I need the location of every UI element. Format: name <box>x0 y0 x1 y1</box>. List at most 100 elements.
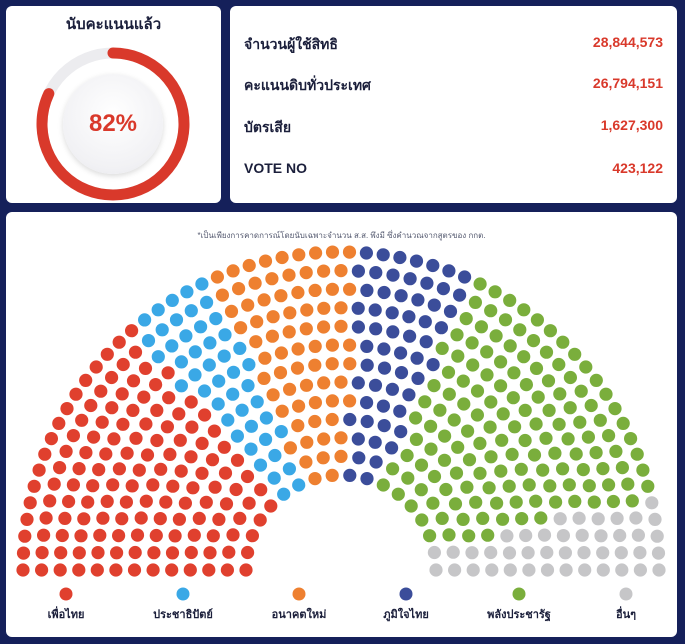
seat-dot-party-4 <box>569 447 583 461</box>
seat-dot-party-4 <box>582 479 596 493</box>
seat-dot-party-4 <box>596 462 610 476</box>
seat-dot-party-4 <box>531 390 545 404</box>
seat-dot-party-2 <box>232 282 246 296</box>
seat-dot-party-4 <box>630 447 644 461</box>
seat-dot-party-0 <box>217 440 231 454</box>
seat-dot-party-1 <box>218 328 232 342</box>
seat-dot-party-4 <box>481 528 495 542</box>
seat-dot-party-2 <box>215 288 229 302</box>
seat-dot-party-4 <box>561 432 575 446</box>
seat-dot-party-2 <box>317 432 331 446</box>
seat-dot-party-1 <box>151 350 165 364</box>
seat-dot-party-4 <box>482 481 496 495</box>
seat-dot-party-2 <box>309 246 323 260</box>
seat-dot-party-2 <box>292 399 306 413</box>
stat-row-invalid-ballots: บัตรเสีย 1,627,300 <box>244 117 663 141</box>
seat-dot-party-0 <box>91 546 105 560</box>
progress-arc <box>36 47 190 201</box>
seat-dot-party-2 <box>334 301 348 315</box>
seat-dot-party-0 <box>129 431 143 445</box>
seat-dot-party-0 <box>79 373 93 387</box>
progress-percent: 82% <box>88 110 138 137</box>
seat-dot-party-3 <box>393 250 407 265</box>
seat-dot-party-1 <box>268 448 282 463</box>
seat-dot-party-0 <box>172 407 186 421</box>
seat-dot-party-4 <box>539 431 553 445</box>
seat-dot-party-4 <box>433 403 447 417</box>
seat-dot-party-0 <box>16 546 31 560</box>
stat-label: VOTE NO <box>244 160 308 176</box>
seat-dot-party-4 <box>435 341 449 355</box>
seat-dot-party-0 <box>187 528 201 542</box>
seat-dot-party-0 <box>110 546 124 560</box>
seat-dot-party-4 <box>490 496 504 510</box>
stat-value: 28,844,573 <box>592 34 663 50</box>
seat-dot-party-0 <box>92 463 106 477</box>
seat-dot-party-2 <box>210 270 224 284</box>
seat-dot-party-4 <box>518 403 532 417</box>
seat-dot-party-3 <box>360 414 374 429</box>
seat-dot-party-2 <box>343 282 357 296</box>
seat-dot-party-0 <box>149 378 163 392</box>
seat-dot-party-0 <box>109 563 123 577</box>
seat-dot-party-0 <box>72 462 86 476</box>
stat-value: 26,794,151 <box>592 75 663 91</box>
seat-dot-party-5 <box>503 563 517 577</box>
seat-dot-party-0 <box>47 477 61 491</box>
seat-dot-party-3 <box>369 322 383 336</box>
seat-dot-party-4 <box>438 429 452 443</box>
seat-dot-party-0 <box>39 511 53 525</box>
counting-progress-card: นับคะแนนแล้ว 82% <box>6 6 221 203</box>
seat-dot-party-0 <box>99 447 113 461</box>
seat-dot-party-0 <box>116 417 130 431</box>
seat-dot-party-4 <box>519 378 534 392</box>
seat-dot-party-2 <box>282 268 296 282</box>
seat-dot-party-2 <box>265 329 279 343</box>
legend-swatch-party-1 <box>176 587 190 601</box>
seat-dot-party-0 <box>125 324 139 338</box>
seat-dot-party-0 <box>128 345 143 359</box>
seat-dot-party-5 <box>629 511 643 525</box>
seat-dot-party-4 <box>469 495 483 509</box>
seat-dot-party-2 <box>308 396 322 410</box>
seat-dot-party-0 <box>150 433 164 448</box>
seat-dot-party-0 <box>116 357 130 372</box>
seat-dot-party-4 <box>473 436 487 450</box>
seat-dot-party-1 <box>212 374 226 388</box>
seat-dot-party-5 <box>429 563 443 577</box>
seat-dot-party-0 <box>165 563 179 577</box>
seat-dot-party-0 <box>160 420 174 434</box>
seat-dot-party-0 <box>139 494 153 508</box>
seat-dot-party-4 <box>448 497 463 511</box>
seat-dot-party-1 <box>169 313 184 327</box>
seat-dot-party-3 <box>385 306 399 320</box>
seat-dot-party-5 <box>465 546 479 560</box>
seat-dot-party-4 <box>556 462 570 476</box>
seat-dot-party-4 <box>579 360 593 374</box>
seat-dot-party-3 <box>402 310 416 324</box>
seat-dot-party-5 <box>485 563 499 577</box>
seat-dot-party-4 <box>470 384 485 398</box>
seat-dot-party-0 <box>233 511 247 525</box>
seat-dot-party-1 <box>179 329 193 343</box>
seat-dot-party-2 <box>291 342 305 356</box>
seat-dot-party-2 <box>265 272 279 286</box>
seat-dot-party-1 <box>230 429 244 443</box>
seat-dot-party-0 <box>75 413 89 427</box>
seat-dot-party-4 <box>470 408 484 422</box>
seat-dot-party-1 <box>211 397 225 411</box>
seat-dot-party-5 <box>427 545 441 560</box>
seat-dot-party-0 <box>106 478 120 492</box>
seat-dot-party-4 <box>636 463 650 477</box>
seat-dot-party-4 <box>476 511 490 525</box>
seat-dot-party-0 <box>172 512 186 526</box>
seat-dot-party-2 <box>308 283 322 297</box>
seat-dot-party-3 <box>377 419 391 433</box>
seat-dot-party-5 <box>633 546 647 560</box>
vote-stats-card: จำนวนผู้ใช้สิทธิ 28,844,573 คะแนนดิบทั่ว… <box>230 6 677 203</box>
seat-dot-party-5 <box>577 546 591 560</box>
seat-dot-party-4 <box>456 512 470 526</box>
seat-dot-party-4 <box>581 430 596 444</box>
seat-dot-party-0 <box>69 387 83 401</box>
seat-dot-party-5 <box>558 546 573 560</box>
